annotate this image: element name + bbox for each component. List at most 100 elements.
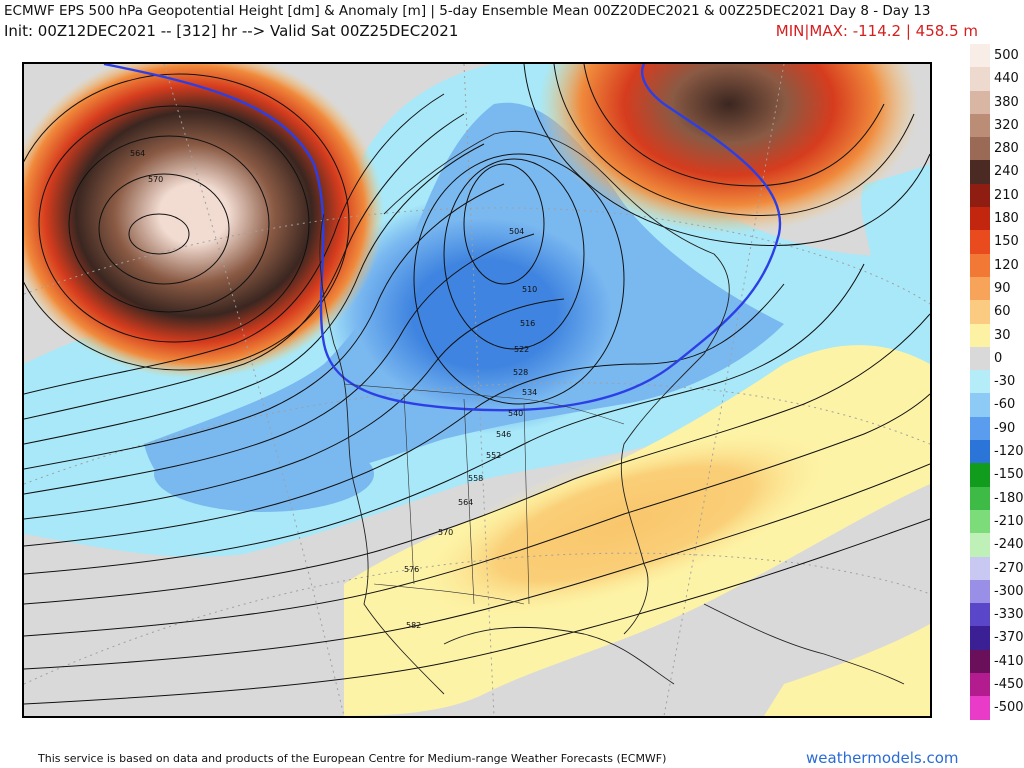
colorbar-step: 0 [970, 346, 1022, 371]
colorbar-swatch [970, 113, 990, 138]
colorbar-step: 30 [970, 323, 1022, 347]
colorbar-label: -410 [994, 653, 1024, 669]
contour-label: 516 [520, 319, 535, 328]
contour-label: 546 [496, 430, 511, 439]
colorbar-label: 280 [994, 141, 1019, 157]
coastlines [319, 130, 905, 695]
colorbar-label: 90 [994, 280, 1011, 296]
colorbar-swatch [970, 603, 990, 627]
colorbar-label: -180 [994, 490, 1024, 506]
colorbar-label: 440 [994, 71, 1019, 87]
colorbar-swatch [970, 393, 990, 417]
colorbar-step: 180 [970, 207, 1022, 231]
map-panel: 564 570 504 510 516 522 528 534 540 546 … [22, 62, 932, 718]
contour-label: 564 [458, 498, 473, 507]
colorbar-step: 150 [970, 230, 1022, 254]
colorbar-label: 150 [994, 234, 1019, 250]
colorbar-step: 320 [970, 113, 1022, 138]
contour-label: 528 [513, 368, 528, 377]
colorbar-label: 30 [994, 327, 1011, 343]
trough-atlantic-region [861, 164, 930, 354]
colorbar-swatch [970, 183, 990, 208]
anomaly-map-svg: 564 570 504 510 516 522 528 534 540 546 … [24, 64, 930, 716]
colorbar-swatch [970, 533, 990, 557]
contour-540-highlight [103, 64, 782, 412]
colorbar-label: -330 [994, 607, 1024, 623]
colorbar-label: 500 [994, 48, 1019, 63]
colorbar-step: -370 [970, 626, 1024, 650]
colorbar-label: -240 [994, 537, 1024, 553]
contour-label: 510 [522, 285, 537, 294]
ecmwf-attribution: This service is based on data and produc… [38, 752, 667, 765]
brand-link[interactable]: weathermodels.com [806, 749, 959, 767]
contour-label: 504 [509, 227, 524, 236]
colorbar-swatch [970, 253, 990, 277]
min-max-readout: MIN|MAX: -114.2 | 458.5 m [775, 22, 978, 40]
colorbar-step: 210 [970, 183, 1022, 208]
colorbar-label: 320 [994, 117, 1019, 133]
colorbar-swatch [970, 346, 990, 371]
contour-label: 522 [514, 345, 529, 354]
colorbar-swatch [970, 673, 990, 697]
colorbar-step: -270 [970, 556, 1024, 580]
colorbar-swatch [970, 440, 990, 464]
colorbar-swatch [970, 649, 990, 674]
trough-core [324, 194, 644, 434]
colorbar-swatch [970, 300, 990, 324]
colorbar-label: 380 [994, 94, 1019, 110]
colorbar-swatch [970, 67, 990, 91]
colorbar-swatch [970, 579, 990, 604]
contour-label: 534 [522, 388, 537, 397]
colorbar-label: 240 [994, 164, 1019, 180]
colorbar-label: -300 [994, 583, 1024, 599]
contour-label: 558 [468, 474, 483, 483]
borders [343, 383, 625, 605]
map-title: ECMWF EPS 500 hPa Geopotential Height [d… [4, 3, 931, 19]
colorbar-label: -90 [994, 420, 1016, 436]
colorbar-swatch [970, 556, 990, 580]
ridge-subtropical-yellow [764, 624, 930, 716]
colorbar-swatch [970, 463, 990, 487]
colorbar-label: -150 [994, 467, 1024, 483]
colorbar-step: -180 [970, 486, 1024, 510]
colorbar-step: 60 [970, 300, 1022, 324]
trough-contours [413, 153, 625, 405]
colorbar-label: -210 [994, 513, 1024, 529]
colorbar-label: 180 [994, 211, 1019, 227]
colorbar-label: -370 [994, 630, 1024, 646]
colorbar-swatch [970, 276, 990, 301]
ridge-ne-contours [523, 64, 930, 246]
colorbar-label: 210 [994, 187, 1019, 203]
ridge-southeast-core [413, 428, 835, 620]
colorbar-step: -210 [970, 509, 1024, 534]
colorbar-step: 380 [970, 90, 1022, 114]
colorbar-label: -270 [994, 560, 1024, 576]
colorbar-label: -60 [994, 397, 1016, 413]
colorbar-step: 120 [970, 253, 1022, 277]
colorbar-swatch [970, 207, 990, 231]
colorbar-label: 60 [994, 304, 1011, 320]
contour-label: 570 [148, 175, 163, 184]
contour-label: 540 [508, 409, 523, 418]
ridge-west-contours [24, 73, 350, 371]
colorbar-step: -90 [970, 416, 1022, 441]
colorbar-swatch [970, 137, 990, 161]
contour-label: 552 [486, 451, 501, 460]
colorbar-swatch [970, 160, 990, 184]
contour-label: 576 [404, 565, 419, 574]
colorbar-step: -330 [970, 603, 1024, 627]
colorbar-label: -500 [994, 700, 1024, 716]
contour-label: 570 [438, 528, 453, 537]
colorbar-step: 90 [970, 276, 1022, 301]
ridge-west-pacific [24, 64, 384, 379]
colorbar-step: 240 [970, 160, 1022, 184]
colorbar-label: 0 [994, 350, 1003, 366]
colorbar-step: -120 [970, 440, 1024, 464]
colorbar-step: 500 [970, 44, 1022, 68]
colorbar-swatch [970, 323, 990, 347]
colorbar-swatch [970, 626, 990, 650]
colorbar-step: -60 [970, 393, 1022, 417]
colorbar-step: -240 [970, 533, 1024, 557]
colorbar-step: -150 [970, 463, 1024, 487]
colorbar-step: 280 [970, 137, 1022, 161]
